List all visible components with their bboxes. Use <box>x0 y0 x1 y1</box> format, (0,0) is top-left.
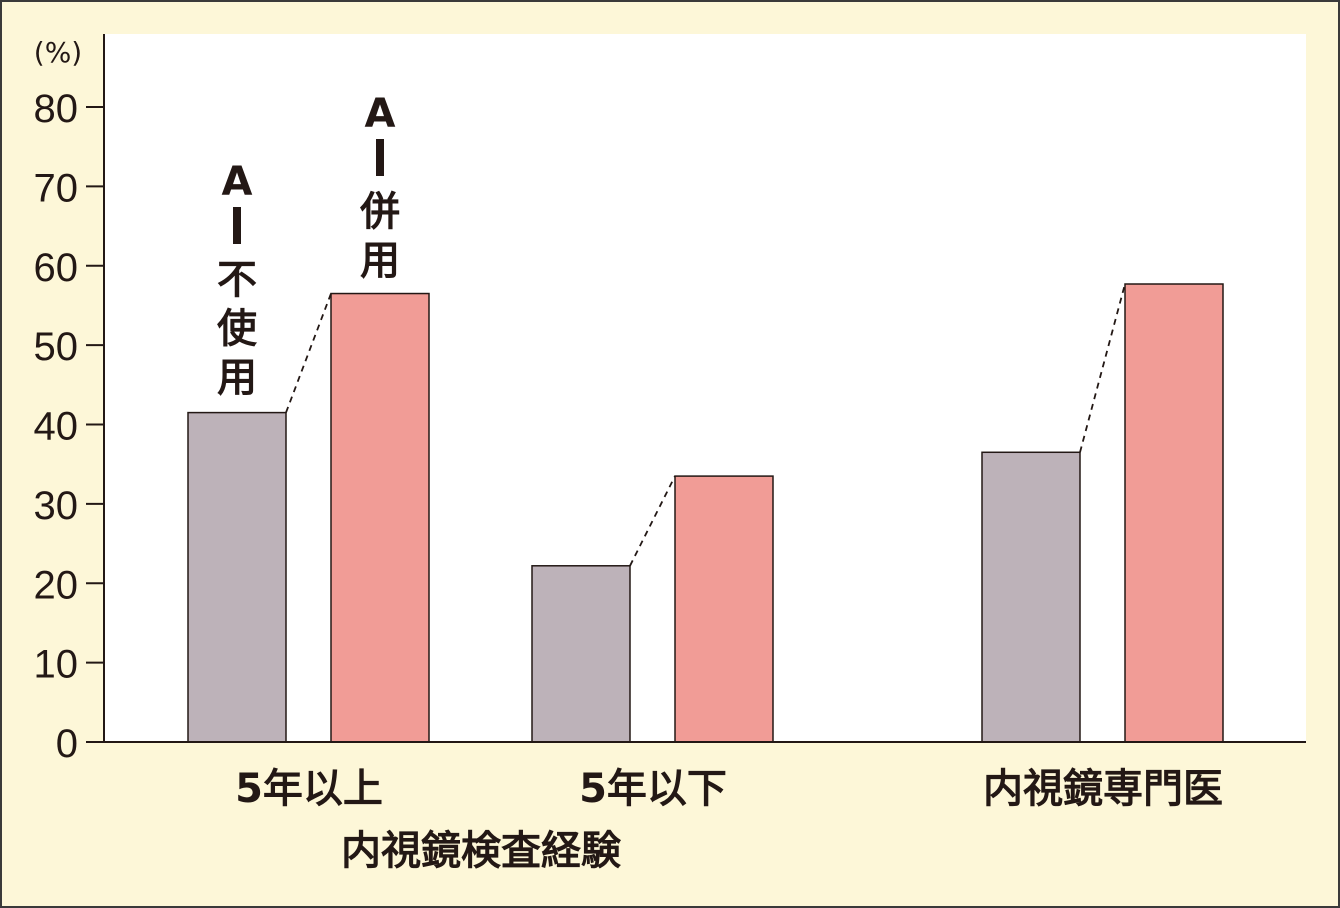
series-label-glyph: A <box>365 91 396 137</box>
y-tick-label-20: 20 <box>34 563 79 607</box>
category-label-2: 5年以下 <box>579 766 727 812</box>
series-label-glyph: 使 <box>217 306 258 352</box>
y-tick-label-80: 80 <box>34 87 79 131</box>
category-label-3: 内視鏡専門医 <box>983 766 1223 812</box>
y-tick-label-10: 10 <box>34 643 79 687</box>
y-tick-label-0: 0 <box>56 722 78 766</box>
bar-with-ai-2 <box>674 475 774 743</box>
bar-with-ai-1 <box>330 292 430 743</box>
connector-line-3 <box>1079 283 1126 453</box>
bar-without-ai-3 <box>981 451 1081 743</box>
series-label-glyph <box>233 207 241 244</box>
series-label-glyph: 用 <box>217 355 257 401</box>
connector-line-2 <box>629 475 676 567</box>
series-label-glyph <box>376 139 384 176</box>
bar-without-ai-2 <box>531 565 631 743</box>
y-tick-label-70: 70 <box>34 166 79 210</box>
series-label-glyph: A <box>222 159 253 205</box>
y-unit-label: (%) <box>34 36 82 69</box>
series-label-glyph: 不 <box>217 257 257 303</box>
series-label-glyph: 併 <box>359 189 400 235</box>
series-label-without-ai: A 不使用 <box>217 159 258 401</box>
y-tick-label-30: 30 <box>34 484 79 528</box>
series-label-with-ai: A 併用 <box>359 91 400 284</box>
group-label: 内視鏡検査経験 <box>341 828 622 874</box>
y-tick-label-40: 40 <box>34 405 79 449</box>
y-tick-label-60: 60 <box>34 246 79 290</box>
bar-without-ai-1 <box>187 411 287 743</box>
bar-with-ai-3 <box>1124 283 1224 743</box>
series-label-glyph: 用 <box>360 238 400 284</box>
y-tick-label-50: 50 <box>34 325 79 369</box>
category-label-1: 5年以上 <box>235 766 383 812</box>
